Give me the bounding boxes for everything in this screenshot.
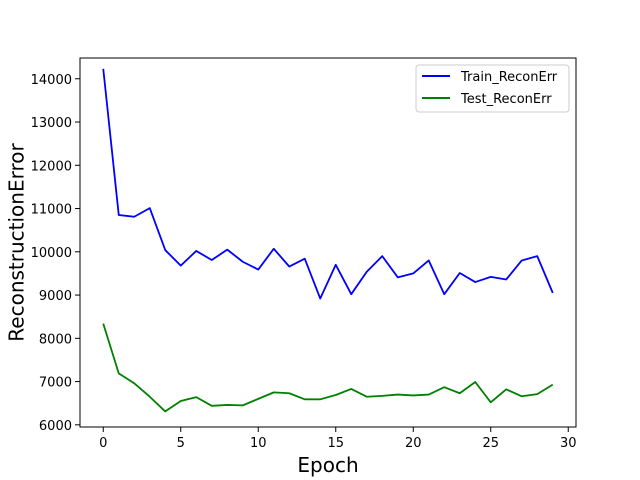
y-tick-label: 13000 bbox=[31, 116, 72, 131]
x-tick-label: 5 bbox=[177, 436, 185, 451]
series-line-test-reconerr bbox=[102, 323, 554, 413]
y-tick-label: 7000 bbox=[39, 376, 72, 391]
y-tick-label: 11000 bbox=[31, 203, 72, 218]
legend: Train_ReconErr Test_ReconErr bbox=[415, 64, 570, 113]
x-tick-label: 10 bbox=[250, 436, 267, 451]
x-axis-title: Epoch bbox=[297, 453, 358, 477]
y-tick-label: 12000 bbox=[31, 159, 72, 174]
y-tick-label: 8000 bbox=[39, 332, 72, 347]
plot-area-frame bbox=[79, 57, 577, 428]
legend-label: Test_ReconErr bbox=[460, 92, 552, 107]
x-axis-ticks: 0 5 10 15 20 25 30 bbox=[99, 427, 577, 451]
x-tick-label: 30 bbox=[560, 436, 577, 451]
legend-box bbox=[415, 64, 570, 113]
x-tick-label: 15 bbox=[327, 436, 344, 451]
series-line-train-reconerr bbox=[102, 68, 554, 300]
series-layer bbox=[102, 68, 554, 413]
x-tick-label: 20 bbox=[405, 436, 422, 451]
y-tick-label: 14000 bbox=[31, 73, 72, 88]
y-tick-label: 6000 bbox=[39, 419, 72, 434]
legend-label: Train_ReconErr bbox=[460, 70, 558, 85]
y-axis-ticks: 6000 7000 8000 9000 10000 11000 12000 13000 1400… bbox=[31, 73, 80, 434]
x-tick-label: 0 bbox=[99, 436, 107, 451]
x-tick-label: 25 bbox=[482, 436, 499, 451]
y-tick-label: 9000 bbox=[39, 289, 72, 304]
y-tick-label: 10000 bbox=[31, 246, 72, 261]
y-axis-title: ReconstructionError bbox=[5, 143, 29, 342]
